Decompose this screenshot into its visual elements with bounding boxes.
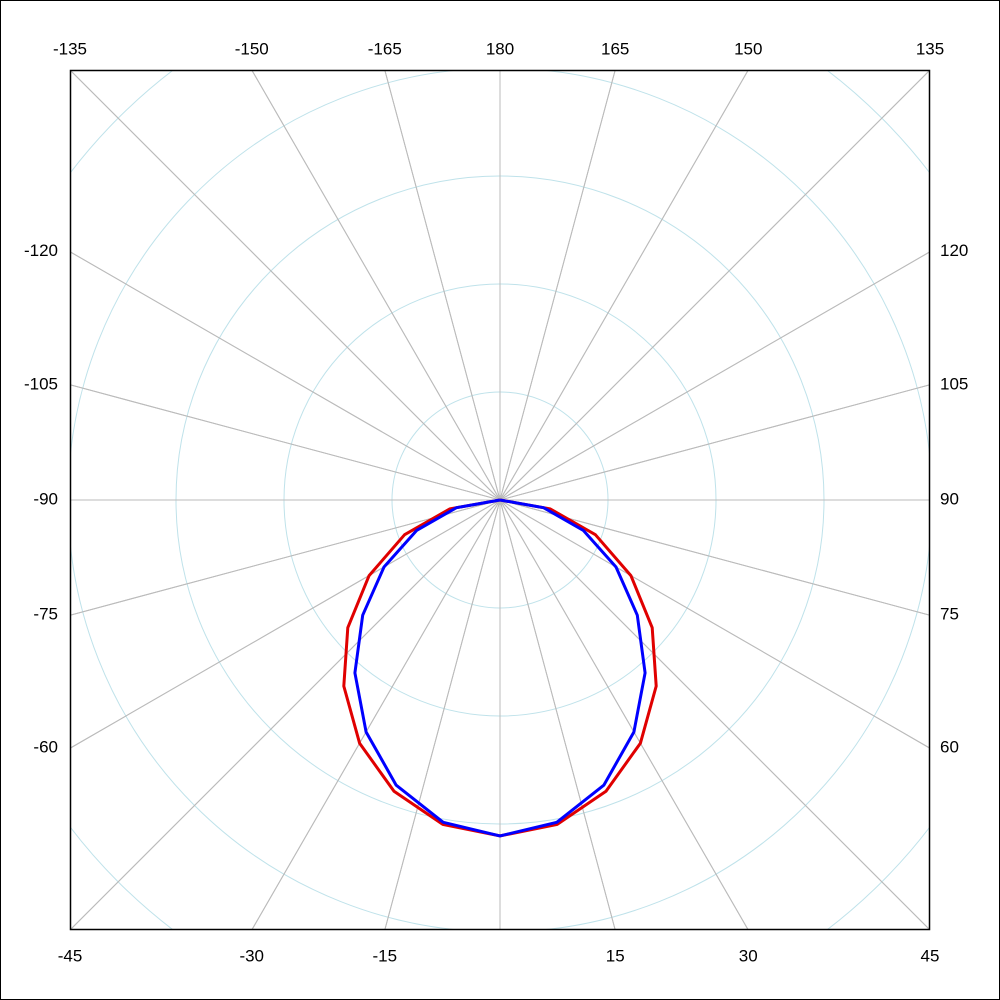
angle-label: -45 (58, 946, 83, 965)
angle-label: 45 (921, 946, 940, 965)
angle-label: -60 (33, 738, 58, 757)
plot-frame (69, 69, 931, 931)
angle-label: -75 (33, 605, 58, 624)
angle-label: -90 (33, 489, 58, 508)
angle-label: -135 (53, 39, 87, 58)
angle-label: -165 (368, 39, 402, 58)
angle-label: 105 (940, 374, 968, 393)
angle-label: -150 (235, 39, 269, 58)
angle-label: 15 (606, 946, 625, 965)
angle-label: 180 (486, 39, 514, 58)
angle-label: -120 (24, 241, 58, 260)
intensity-curve (353, 498, 647, 838)
angle-label: 150 (734, 39, 762, 58)
angle-label: -30 (239, 946, 264, 965)
curves (342, 498, 658, 838)
angle-label: 30 (739, 946, 758, 965)
angle-label: 135 (916, 39, 944, 58)
angle-label: 75 (940, 605, 959, 624)
angle-label: 165 (601, 39, 629, 58)
angle-label: 90 (940, 489, 959, 508)
angle-label: -105 (24, 374, 58, 393)
angle-label: -15 (372, 946, 397, 965)
angle-label: 120 (940, 241, 968, 260)
angle-label: 60 (940, 738, 959, 757)
